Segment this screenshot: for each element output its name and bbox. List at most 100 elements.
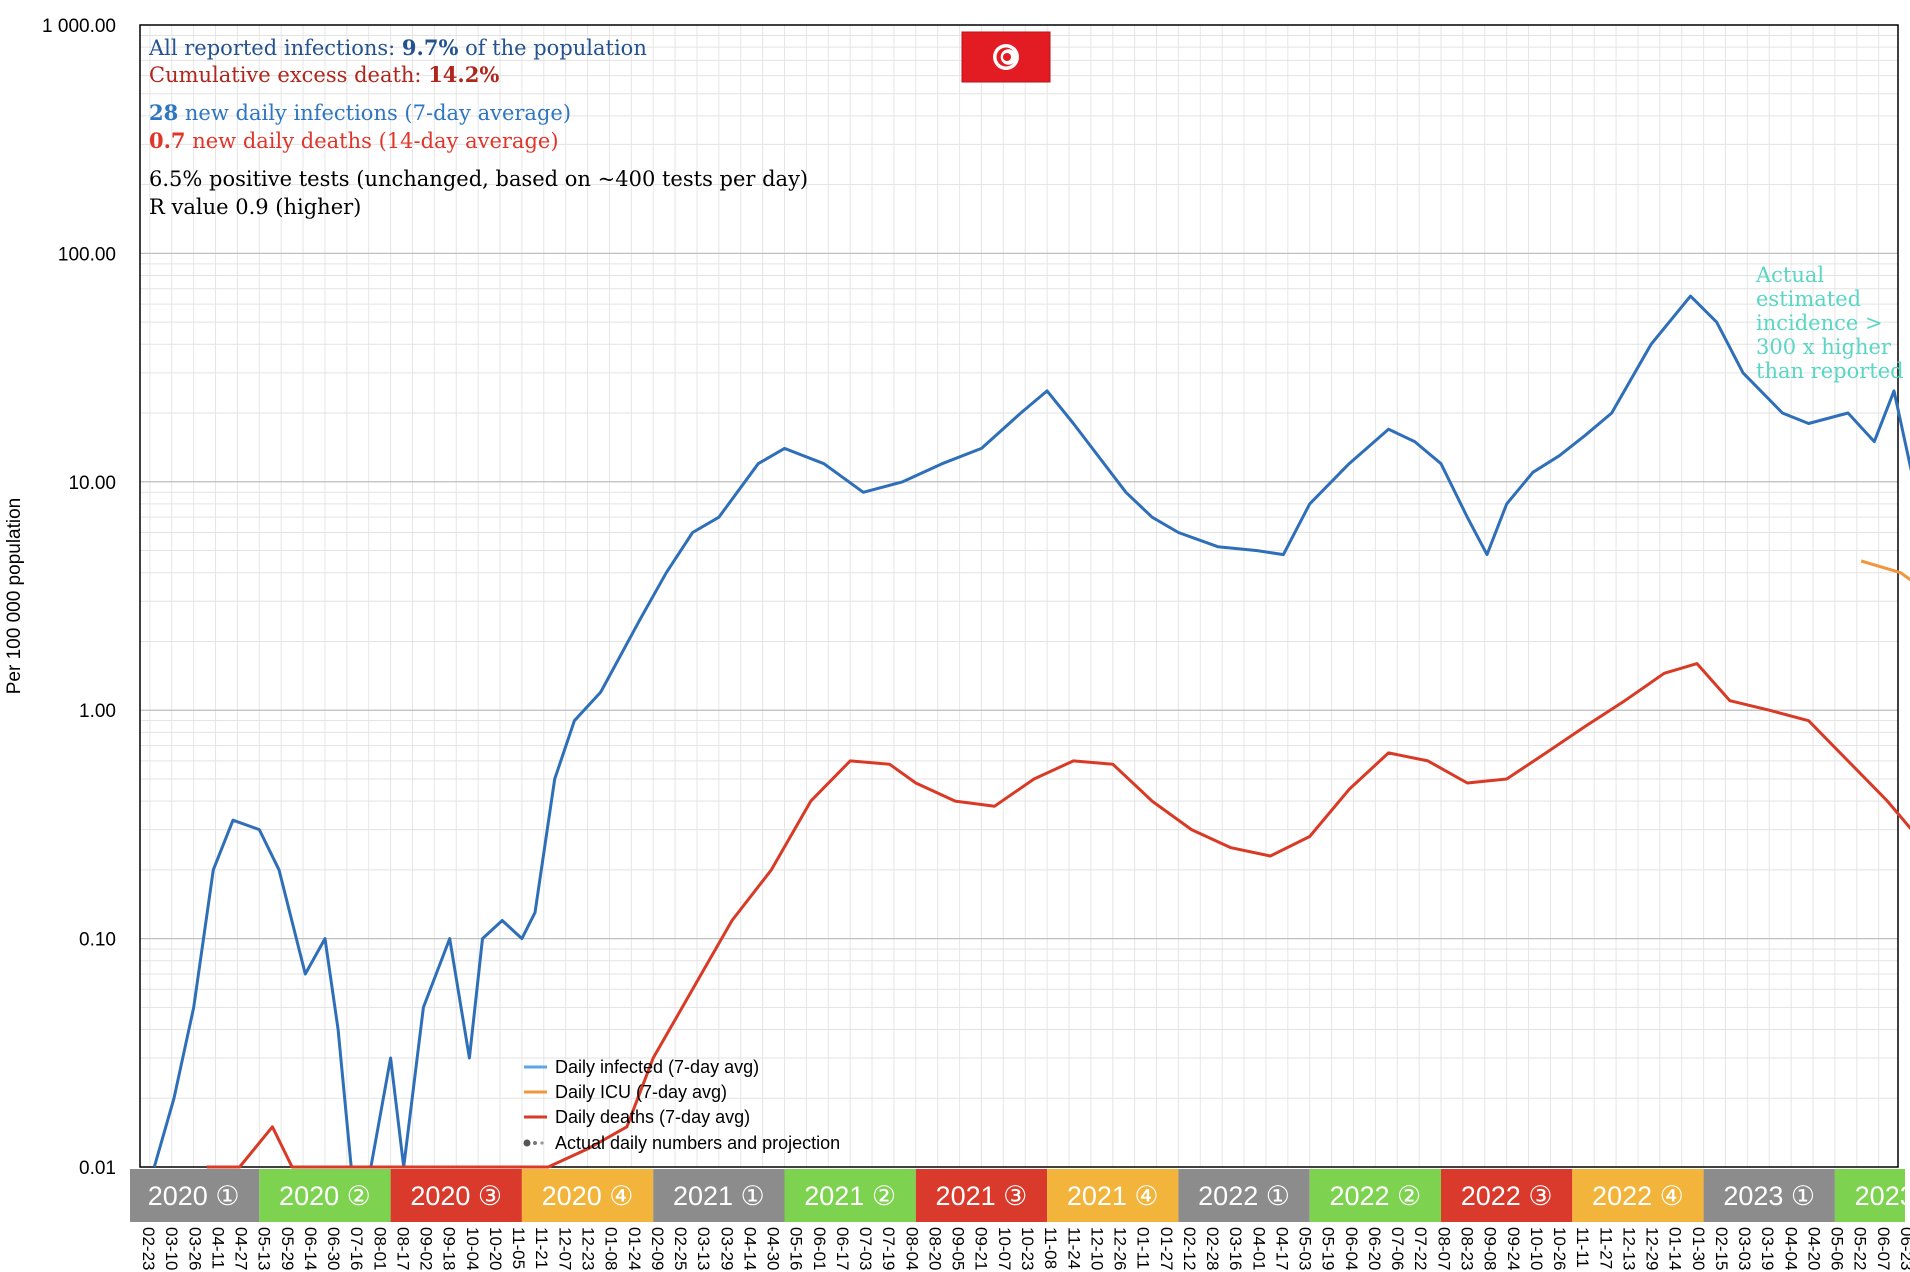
legend-label: Actual daily numbers and projection [555,1133,840,1153]
quarter-block [915,1169,1048,1222]
x-tick-label: 12-29 [1643,1227,1662,1270]
x-tick-label: 03-03 [1735,1227,1754,1270]
annotation-infections: All reported infections: 9.7% of the pop… [148,35,647,60]
x-tick-label: 05-22 [1851,1227,1870,1270]
x-tick-label: 10-07 [995,1227,1014,1270]
x-tick-label: 01-27 [1157,1227,1176,1270]
x-tick-label: 07-22 [1411,1227,1430,1270]
x-tick-label: 05-19 [1319,1227,1338,1270]
quarter-block [130,1169,260,1222]
x-tick-label: 08-04 [902,1227,921,1270]
tunisia-flag-icon [961,31,1051,83]
legend-swatch-dot [533,1141,537,1145]
annotation-r-value: R value 0.9 (higher) [149,195,361,219]
x-tick-label: 01-08 [602,1227,621,1270]
legend-swatch [523,1139,531,1147]
plot-frame [139,24,1899,1168]
series-line [206,662,1910,1169]
quarter-label: 2021 ① [673,1181,765,1211]
x-tick-label: 09-02 [417,1227,436,1270]
quarter-label: 2021 ④ [1067,1181,1159,1211]
x-tick-label: 06-14 [301,1227,320,1270]
x-tick-label: 11-05 [509,1227,528,1269]
x-tick-label: 05-16 [787,1227,806,1270]
annotation-daily-deaths: 0.7 new daily deaths (14-day average) [149,128,559,153]
x-tick-label: 08-23 [1458,1227,1477,1270]
y-tick-label: 1.00 [79,701,116,722]
quarter-label: 2020 ④ [542,1181,634,1211]
x-tick-label: 04-01 [1249,1227,1268,1270]
x-tick-label: 03-16 [1226,1227,1245,1270]
x-tick-label: 05-13 [255,1227,274,1270]
note-line: 300 x higher [1756,335,1892,359]
x-tick-label: 02-09 [648,1227,667,1270]
x-tick-label: 12-23 [579,1227,598,1270]
x-tick-label: 06-23 [1897,1227,1910,1270]
quarter-label: 2021 ③ [936,1181,1028,1211]
x-tick-label: 08-20 [926,1227,945,1270]
x-tick-label: 09-21 [972,1227,991,1270]
quarter-label: 2020 ③ [410,1181,502,1211]
x-tick-label: 06-20 [1365,1227,1384,1270]
x-tick-label: 07-19 [879,1227,898,1270]
note-line: incidence > [1756,311,1883,335]
quarter-block [1047,1169,1179,1222]
legend-swatch-dot [540,1141,544,1145]
x-tick-label: 02-28 [1203,1227,1222,1270]
quarter-label: 2023 ① [1723,1181,1815,1211]
x-tick-label: 10-23 [1018,1227,1037,1270]
x-tick-label: 08-07 [1434,1227,1453,1270]
x-tick-label: 07-03 [856,1227,875,1270]
x-tick-label: 08-17 [393,1227,412,1270]
x-tick-label: 03-10 [162,1227,181,1270]
legend-label: Daily ICU (7-day avg) [555,1082,727,1102]
x-tick-label: 07-06 [1388,1227,1407,1270]
quarter-block [1834,1169,1905,1222]
quarter-block [784,1169,916,1222]
x-tick-label: 05-06 [1828,1227,1847,1270]
x-tick-label: 02-25 [671,1227,690,1270]
x-tick-label: 01-14 [1666,1227,1685,1270]
quarter-label: 2023 ② [1855,1181,1910,1211]
quarter-block [390,1169,522,1222]
quarter-label: 2021 ② [804,1181,896,1211]
legend-label: Daily infected (7-day avg) [555,1057,759,1077]
annotation-block: All reported infections: 9.7% of the pop… [148,35,808,219]
x-tick-label: 04-17 [1272,1227,1291,1270]
y-axis: 1 000.00 100.00 10.00 1.00 0.10 0.01 [42,16,116,1179]
quarter-block [1703,1169,1835,1222]
quarter-block [1178,1169,1310,1222]
x-tick-label: 01-24 [625,1227,644,1270]
x-tick-label: 04-20 [1805,1227,1824,1270]
x-tick-label: 11-27 [1596,1227,1615,1269]
x-tick-label: 09-05 [949,1227,968,1270]
note-line: Actual [1755,263,1824,287]
quarter-block [1441,1169,1573,1222]
x-tick-label: 06-30 [324,1227,343,1270]
quarter-label: 2022 ① [1198,1181,1290,1211]
series-line [152,294,1910,1169]
quarter-block [1309,1169,1441,1222]
quarter-block [521,1169,654,1222]
x-tick-label: 12-07 [555,1227,574,1270]
legend: Daily infected (7-day avg) Daily ICU (7-… [523,1057,840,1153]
series-layer [152,294,1910,1169]
quarter-band: 2020 ① 2020 ② 2020 ③ 2020 ④ 2021 ① 2021 ② 2021… [130,1169,1910,1222]
x-tick-label: 11-21 [532,1227,551,1269]
x-tick-label: 09-08 [1481,1227,1500,1270]
annotation-note: Actual estimated incidence > 300 x highe… [1755,263,1904,383]
x-tick-label: 05-03 [1296,1227,1315,1270]
x-tick-label: 01-11 [1134,1227,1153,1269]
quarter-label: 2022 ③ [1461,1181,1553,1211]
x-tick-label: 06-17 [833,1227,852,1270]
x-tick-label: 04-27 [232,1227,251,1270]
x-tick-label: 02-23 [139,1227,158,1270]
y-tick-label: 0.01 [79,1158,116,1179]
quarter-label: 2022 ② [1329,1181,1421,1211]
y-tick-label: 1 000.00 [42,16,116,37]
quarter-block [259,1169,391,1222]
x-tick-label: 02-12 [1180,1227,1199,1270]
annotation-positive-tests: 6.5% positive tests (unchanged, based on… [149,167,808,191]
legend-label: Daily deaths (7-day avg) [555,1107,750,1127]
